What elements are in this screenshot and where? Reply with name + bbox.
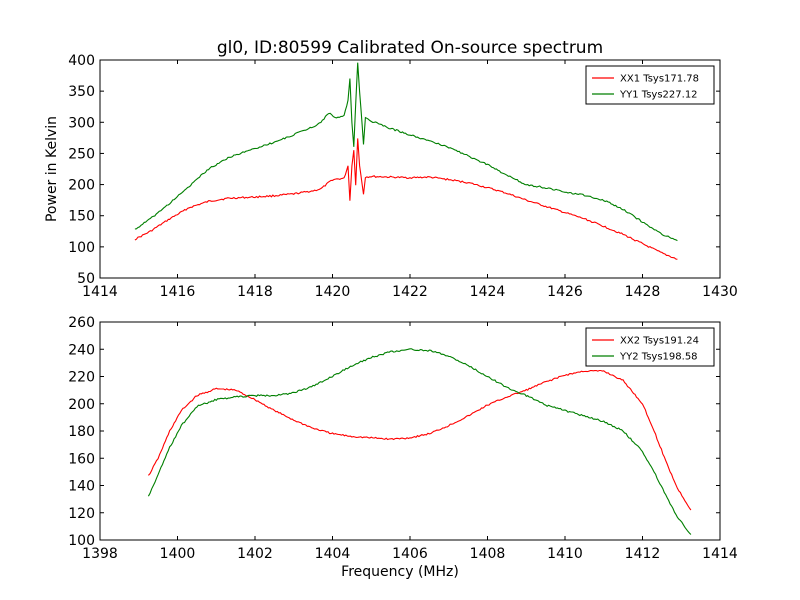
- x-tick-label: 1426: [547, 284, 583, 300]
- x-tick-label: 1430: [702, 284, 738, 300]
- x-tick-label: 1404: [315, 546, 351, 562]
- x-axis-label: Frequency (MHz): [341, 564, 459, 580]
- chart-title: gl0, ID:80599 Calibrated On-source spect…: [217, 38, 603, 58]
- y-tick-label: 100: [68, 240, 95, 256]
- legend-label: XX1 Tsys171.78: [620, 74, 699, 85]
- x-tick-label: 1414: [702, 546, 738, 562]
- y-tick-label: 200: [68, 178, 95, 194]
- y-tick-label: 220: [68, 370, 95, 386]
- y-tick-label: 350: [68, 84, 95, 100]
- x-tick-label: 1406: [392, 546, 428, 562]
- x-tick-label: 1418: [237, 284, 273, 300]
- x-tick-label: 1408: [470, 546, 506, 562]
- y-tick-label: 120: [68, 506, 95, 522]
- x-tick-label: 1410: [547, 546, 583, 562]
- legend-label: XX2 Tsys191.24: [620, 336, 699, 347]
- legend-box: [585, 327, 715, 367]
- x-tick-label: 1424: [470, 284, 506, 300]
- legend-label: YY1 Tsys227.12: [619, 90, 698, 101]
- x-tick-label: 1416: [160, 284, 196, 300]
- series-line-yy2: [147, 348, 692, 535]
- series-line-yy1: [134, 62, 678, 242]
- y-tick-label: 160: [68, 451, 95, 467]
- y-tick-label: 180: [68, 424, 95, 440]
- legend-box: [585, 65, 715, 105]
- x-tick-label: 1402: [237, 546, 273, 562]
- y-tick-label: 100: [68, 533, 95, 549]
- series-line-xx1: [134, 138, 678, 260]
- y-axis-label: Power in Kelvin: [44, 116, 60, 222]
- y-tick-label: 140: [68, 479, 95, 495]
- x-tick-label: 1420: [315, 284, 351, 300]
- top-spectrum-plot: 1414 1416 1418 1420 1422 1424 1426 1428 1430 50 10…: [44, 53, 738, 300]
- x-tick-label: 1422: [392, 284, 428, 300]
- y-tick-label: 250: [68, 146, 95, 162]
- x-tick-label: 1412: [625, 546, 661, 562]
- legend-label: YY2 Tsys198.58: [619, 352, 698, 363]
- y-tick-label: 240: [68, 342, 95, 358]
- y-tick-label: 400: [68, 53, 95, 69]
- x-tick-label: 1400: [160, 546, 196, 562]
- y-tick-label: 260: [68, 315, 95, 331]
- x-tick-label: 1414: [82, 284, 118, 300]
- x-tick-label: 1398: [82, 546, 118, 562]
- bottom-spectrum-plot: 1398 1400 1402 1404 1406 1408 1410 1412 1414 100 1…: [68, 315, 738, 580]
- y-tick-label: 200: [68, 397, 95, 413]
- x-tick-label: 1428: [625, 284, 661, 300]
- y-tick-label: 150: [68, 209, 95, 225]
- y-tick-label: 300: [68, 115, 95, 131]
- series-line-xx2: [147, 369, 692, 511]
- y-tick-label: 50: [77, 271, 95, 287]
